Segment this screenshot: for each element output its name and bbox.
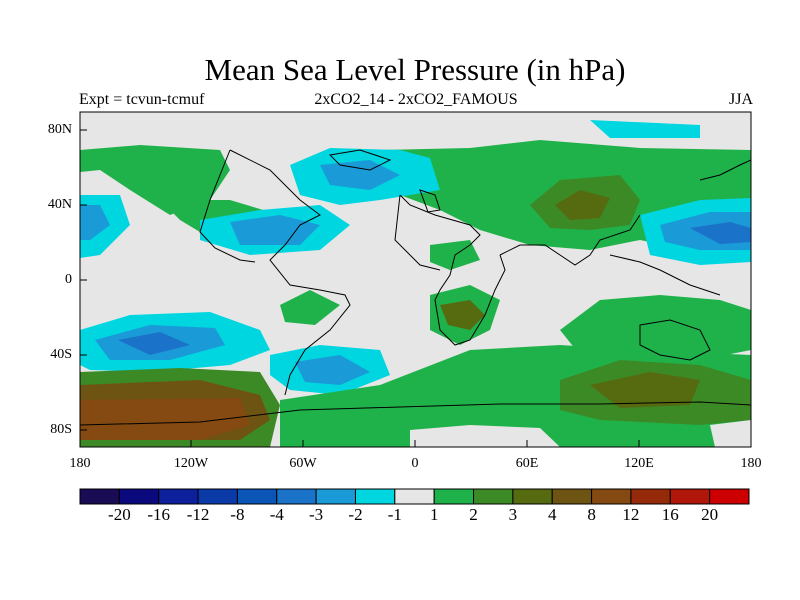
lon-label-120e: 120E — [624, 456, 654, 471]
lat-label-40n: 40N — [47, 197, 72, 212]
colorbar-swatch — [354, 488, 396, 505]
experiment-label: Expt = tcvun-tcmuf — [79, 91, 205, 108]
colorbar-swatch — [433, 488, 475, 505]
colorbar-swatch — [276, 488, 317, 505]
lat-label-40s: 40S — [50, 347, 72, 362]
colorbar-swatch — [669, 488, 711, 505]
colorbar-swatch — [709, 488, 750, 505]
comparison-label: 2xCO2_14 - 2xCO2_FAMOUS — [314, 91, 518, 108]
lon-label-0: 0 — [411, 456, 419, 471]
colorbar-label: 2 — [469, 505, 478, 524]
lon-label-120w: 120W — [173, 456, 209, 471]
colorbar-swatch — [394, 488, 435, 505]
colorbar-swatch — [630, 488, 671, 505]
colorbar-label: -16 — [147, 505, 171, 524]
lat-label-eq: 0 — [65, 272, 72, 287]
colorbar-label: -4 — [269, 505, 284, 524]
axis-ticks — [79, 129, 752, 447]
colorbar — [79, 488, 750, 505]
coastlines — [80, 149, 751, 426]
colorbar-swatch — [551, 488, 593, 505]
colorbar-swatch — [79, 488, 120, 505]
colorbar-label: -20 — [108, 505, 131, 524]
colorbar-swatch — [197, 488, 238, 505]
map-title: Mean Sea Level Pressure (in hPa) — [204, 52, 626, 87]
colorbar-swatch — [315, 488, 356, 505]
colorbar-swatch — [473, 488, 514, 505]
colorbar-label: -8 — [230, 505, 245, 524]
lat-label-80n: 80N — [47, 122, 72, 137]
colorbar-swatch — [512, 488, 553, 505]
colorbar-swatch — [118, 488, 160, 505]
colorbar-label: 3 — [508, 505, 518, 524]
colorbar-swatch — [158, 488, 199, 505]
contour-fields — [80, 112, 751, 447]
lat-label-80s: 80S — [50, 422, 72, 437]
colorbar-label: -2 — [348, 505, 363, 524]
lon-label-180w: 180 — [69, 456, 91, 471]
colorbar-label: -12 — [186, 505, 210, 524]
colorbar-swatch — [236, 488, 278, 505]
lon-label-60e: 60E — [515, 456, 539, 471]
lon-label-60w: 60W — [289, 456, 317, 471]
colorbar-label: 12 — [622, 505, 640, 524]
colorbar-label: 16 — [661, 505, 679, 524]
lon-label-180e: 180 — [740, 456, 762, 471]
colorbar-label: 20 — [701, 505, 719, 524]
colorbar-label: 8 — [587, 505, 596, 524]
colorbar-label: -3 — [309, 505, 324, 524]
season-label: JJA — [728, 91, 753, 108]
colorbar-label: -1 — [387, 505, 402, 524]
colorbar-swatch — [591, 488, 632, 505]
colorbar-label: 1 — [429, 505, 439, 524]
colorbar-label: 4 — [547, 505, 557, 524]
